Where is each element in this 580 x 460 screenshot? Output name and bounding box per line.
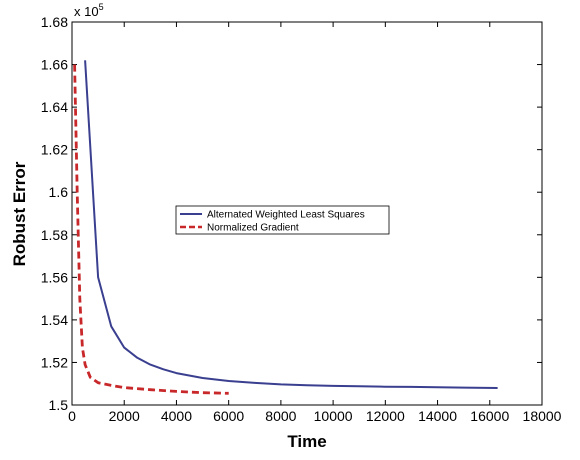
y-tick-label: 1.5 — [49, 397, 69, 413]
y-axis-label: Robust Error — [10, 161, 29, 266]
x-tick-label: 2000 — [109, 408, 140, 424]
plot-area — [71, 21, 543, 406]
series-line-normalized-gradient — [73, 64, 229, 395]
y-tick-label: 1.68 — [41, 14, 68, 30]
x-tick-label: 12000 — [366, 408, 405, 424]
y-multiplier-exponent: 5 — [99, 2, 104, 12]
y-tick-label: 1.64 — [41, 99, 68, 115]
x-axis-label: Time — [287, 432, 326, 451]
ticks: 0 2000 4000 6000 8000 10000 12000 14000 16000 180… — [41, 14, 562, 424]
y-multiplier-base: x 10 — [74, 4, 99, 19]
legend-label-awls: Alternated Weighted Least Squares — [207, 210, 365, 221]
x-tick-label: 0 — [68, 408, 76, 424]
x-tick-label: 8000 — [265, 408, 296, 424]
y-tick-label: 1.66 — [41, 57, 68, 73]
series-line-awls — [84, 60, 498, 389]
y-tick-label: 1.54 — [41, 312, 68, 328]
legend: Alternated Weighted Least Squares Normal… — [175, 205, 390, 235]
x-tick-label: 14000 — [418, 408, 457, 424]
legend-label-normalized-gradient: Normalized Gradient — [207, 223, 299, 234]
x-tick-label: 16000 — [470, 408, 509, 424]
x-tick-label: 18000 — [523, 408, 562, 424]
legend-box — [175, 205, 390, 235]
x-tick-label: 6000 — [213, 408, 244, 424]
series-group — [73, 60, 498, 395]
y-tick-label: 1.62 — [41, 142, 68, 158]
x-tick-label: 4000 — [161, 408, 192, 424]
y-multiplier: x 105 — [74, 2, 104, 19]
x-tick-label: 10000 — [314, 408, 353, 424]
y-tick-label: 1.6 — [49, 184, 69, 200]
y-tick-label: 1.58 — [41, 227, 68, 243]
y-tick-label: 1.56 — [41, 269, 68, 285]
y-tick-label: 1.52 — [41, 354, 68, 370]
